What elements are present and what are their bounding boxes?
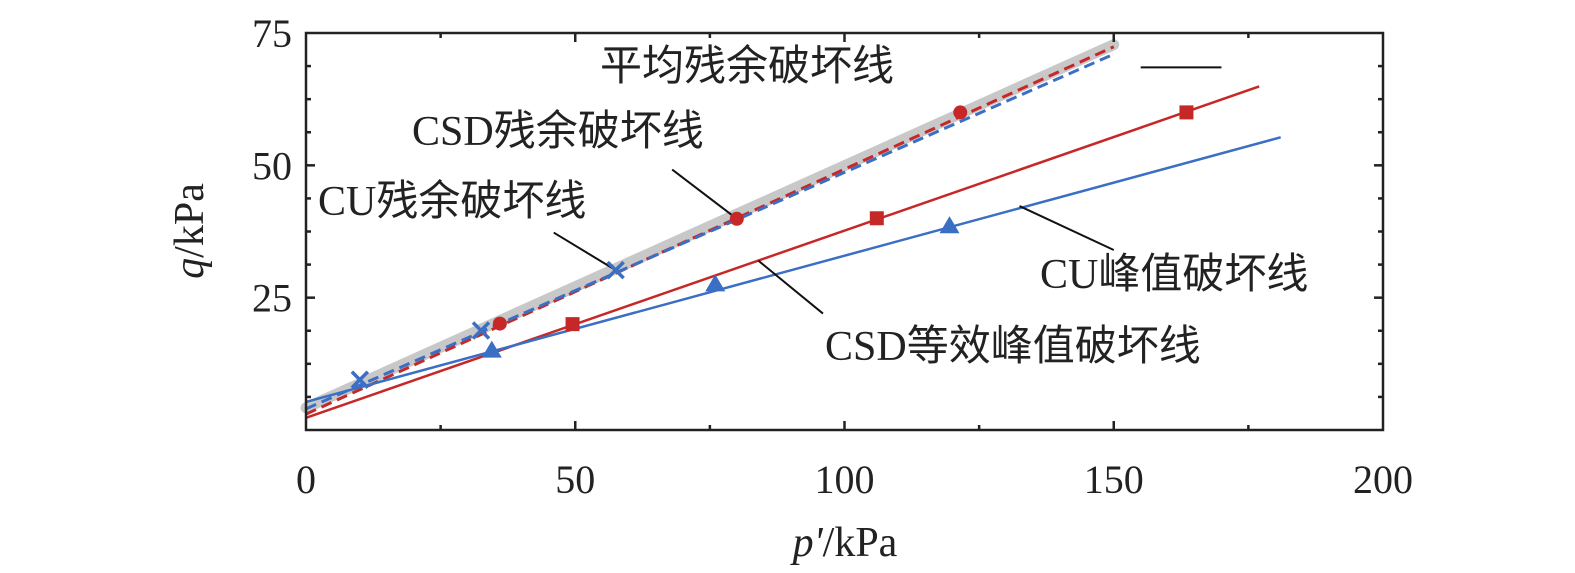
- y-tick-label: 25: [252, 276, 292, 321]
- leader-lines-layer: [553, 66, 1222, 315]
- x-tick-label: 0: [296, 457, 316, 502]
- fit-line-avg-residual: [300, 39, 1120, 414]
- data-point-circle: [492, 316, 507, 331]
- data-point-square: [869, 211, 884, 226]
- fit-lines-layer: [300, 39, 1282, 420]
- x-tick-label: 150: [1084, 457, 1144, 502]
- x-marker-stroke: [471, 321, 491, 340]
- x-tick-label: 200: [1353, 457, 1413, 502]
- fit-line-cu-peak: [305, 136, 1282, 404]
- annotation-csd-residual: CSD残余破坏线: [412, 108, 704, 155]
- fit-line-cu-residual: [305, 52, 1115, 411]
- annotations-layer: 平均残余破坏线 CSD残余破坏线 CU残余破坏线 CU峰值破坏线 CSD等效峰值…: [318, 43, 1308, 370]
- data-point-square: [565, 317, 580, 332]
- fit-line-csd-peak: [305, 85, 1260, 420]
- x-marker-stroke: [606, 260, 625, 280]
- x-marker-stroke: [350, 370, 370, 389]
- annotation-cu-residual: CU残余破坏线: [318, 178, 586, 225]
- annotation-leader-4: [757, 259, 824, 315]
- annotation-avg-residual: 平均残余破坏线: [600, 43, 894, 90]
- y-tick-label: 75: [252, 11, 292, 56]
- fit-line-csd-residual: [305, 45, 1115, 416]
- data-point-triangle: [939, 216, 960, 234]
- data-point-square: [1179, 105, 1194, 120]
- data-point-x: [471, 321, 491, 340]
- annotation-cu-peak: CU峰值破坏线: [1040, 252, 1308, 298]
- annotation-csd-peak: CSD等效峰值破坏线: [825, 324, 1201, 370]
- x-tick-label: 100: [815, 457, 875, 502]
- data-point-x: [606, 260, 625, 280]
- data-point-triangle: [481, 340, 502, 358]
- y-axis-title: q/kPa: [167, 183, 213, 279]
- x-tick-label: 50: [555, 457, 595, 502]
- data-point-triangle: [705, 274, 726, 292]
- x-axis-title: p'/kPa: [790, 520, 898, 566]
- annotation-leader-3: [1019, 205, 1115, 251]
- data-point-circle: [953, 105, 968, 120]
- data-points-layer: [350, 105, 1194, 389]
- data-point-circle: [729, 211, 744, 226]
- ticks-layer: 0 50 100 150 200 25 50 75: [252, 11, 1413, 502]
- data-point-x: [350, 370, 370, 389]
- annotation-leader-1: [671, 168, 738, 220]
- y-tick-label: 50: [252, 143, 292, 188]
- annotation-leader-2: [553, 231, 617, 271]
